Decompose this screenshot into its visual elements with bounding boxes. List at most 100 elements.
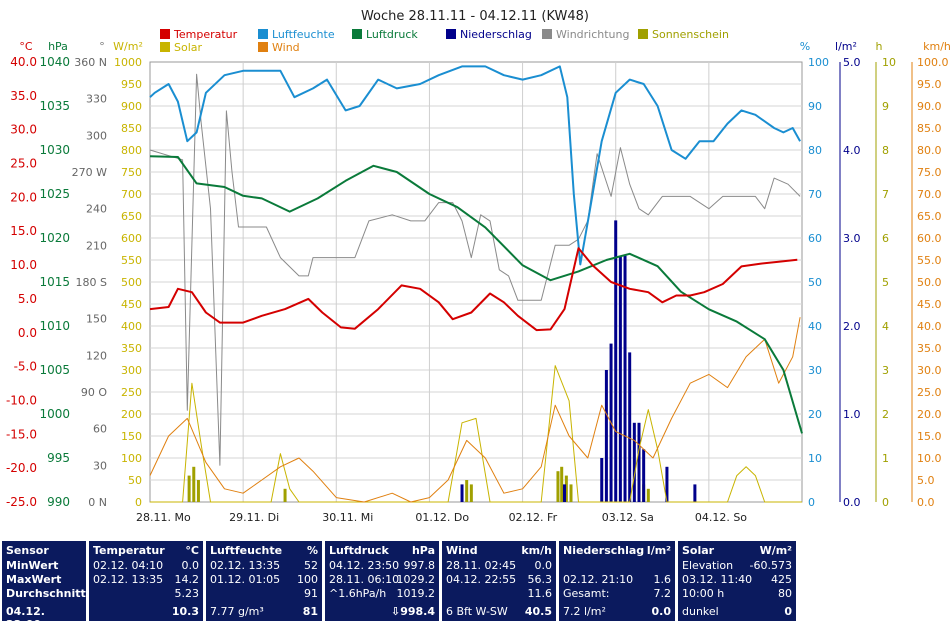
temp-min-value: 0.0 xyxy=(181,559,200,572)
tick-dir: 240 xyxy=(86,203,107,216)
legend-label-3: Niederschlag xyxy=(460,28,532,41)
solar-elevation-value: -60.573 xyxy=(749,559,792,572)
tick-wind: 75.0 xyxy=(917,166,942,179)
tick-wind: 60.0 xyxy=(917,232,942,245)
unit-rain: l/m² xyxy=(835,40,857,53)
stat-niederschlag: Niederschlag l/m² 02.12. 21:10 1.6 Gesamt:… xyxy=(559,541,675,621)
tick-solar: 600 xyxy=(121,232,142,245)
press-avg-value: 1019.2 xyxy=(396,587,436,600)
tick-hum: 70 xyxy=(808,188,822,201)
tick-dir: 90 O xyxy=(81,386,107,399)
rain-unit: l/m² xyxy=(646,544,671,557)
series-line-luftdruck xyxy=(149,155,803,434)
tick-wind: 25.0 xyxy=(917,386,942,399)
tick-sun: 7 xyxy=(882,188,889,201)
tick-dir: 180 S xyxy=(76,276,107,289)
legend-swatch-4 xyxy=(542,29,552,39)
series-line-luftfeuchte xyxy=(149,65,801,266)
tick-solar: 550 xyxy=(121,254,142,267)
tick-sun: 8 xyxy=(882,144,889,157)
precipitation-bar xyxy=(637,422,641,502)
sunshine-bar xyxy=(569,484,573,502)
temp-unit: °C xyxy=(185,544,199,557)
tick-solar: 200 xyxy=(121,408,142,421)
rain-header: Niederschlag xyxy=(563,544,645,557)
solar-max-time: 03.12. 11:40 xyxy=(682,573,753,586)
sensor-avg-label: Durchschnitt xyxy=(6,587,86,600)
press-header: Luftdruck xyxy=(329,544,389,557)
tick-solar: 50 xyxy=(128,474,142,487)
precipitation-bar xyxy=(562,484,566,502)
precipitation-bar xyxy=(693,484,697,502)
tick-wind: 50.0 xyxy=(917,276,942,289)
tick-hum: 40 xyxy=(808,320,822,333)
tick-temp: 10.0 xyxy=(10,258,37,272)
solar-elevation-label: Elevation xyxy=(682,559,734,572)
tick-temp: -5.0 xyxy=(14,360,37,374)
tick-wind: 65.0 xyxy=(917,210,942,223)
tick-press: 1020 xyxy=(39,231,70,245)
hum-avg-value: 91 xyxy=(304,587,318,600)
x-tick-label: 29.11. Di xyxy=(229,511,279,524)
chart-title: Woche 28.11.11 - 04.12.11 (KW48) xyxy=(361,9,589,24)
tick-wind: 15.0 xyxy=(917,430,942,443)
tick-dir: 270 W xyxy=(72,166,107,179)
tick-wind: 90.0 xyxy=(917,100,942,113)
press-trend: ^1.6hPa/h xyxy=(329,587,387,600)
press-max-time: 28.11. 06:10 xyxy=(329,573,400,586)
series-line-temperatur xyxy=(149,247,798,332)
rain-total-footer: 7.2 l/m² xyxy=(563,605,606,618)
tick-rain: 0.0 xyxy=(843,496,861,509)
press-min-time: 04.12. 23:50 xyxy=(329,559,400,572)
tick-solar: 800 xyxy=(121,144,142,157)
stat-sensor: Sensor MinWert MaxWert Durchschnitt 04.1… xyxy=(2,541,86,631)
tick-rain: 1.0 xyxy=(843,408,861,421)
wind-min-time: 28.11. 02:45 xyxy=(446,559,517,572)
sensor-min-label: MinWert xyxy=(6,559,59,572)
tick-wind: 45.0 xyxy=(917,298,942,311)
stat-wind: Wind km/h 28.11. 02:45 0.0 04.12. 22:55 56.… xyxy=(442,541,556,621)
legend-label-6: Solar xyxy=(174,41,203,54)
tick-hum: 90 xyxy=(808,100,822,113)
tick-wind: 80.0 xyxy=(917,144,942,157)
hum-max-time: 01.12. 01:05 xyxy=(210,573,281,586)
rain-total-label: Gesamt: xyxy=(563,587,610,600)
x-tick-label: 04.12. So xyxy=(695,511,747,524)
sunshine-bar xyxy=(187,475,191,502)
tick-solar: 250 xyxy=(121,386,142,399)
legend-label-1: Luftfeuchte xyxy=(272,28,335,41)
tick-dir: 60 xyxy=(93,423,107,436)
tick-solar: 650 xyxy=(121,210,142,223)
tick-press: 1010 xyxy=(39,319,70,333)
hum-min-time: 02.12. 13:35 xyxy=(210,559,281,572)
tick-solar: 900 xyxy=(121,100,142,113)
sunshine-bar xyxy=(465,480,469,502)
tick-wind: 70.0 xyxy=(917,188,942,201)
sunshine-bar xyxy=(646,488,650,502)
legend-label-7: Wind xyxy=(272,41,300,54)
unit-sun: h xyxy=(876,40,883,53)
precipitation-bar xyxy=(460,484,464,502)
x-tick-label: 28.11. Mo xyxy=(136,511,191,524)
tick-wind: 5.0 xyxy=(917,474,935,487)
tick-temp: -25.0 xyxy=(6,495,37,509)
precipitation-bar xyxy=(618,255,622,502)
wind-unit: km/h xyxy=(521,544,552,557)
legend-swatch-0 xyxy=(160,29,170,39)
chart-legend: Temperatur Luftfeuchte Luftdruck Niederschl… xyxy=(160,28,729,54)
tick-press: 1035 xyxy=(39,99,70,113)
stat-luftdruck: Luftdruck hPa 04.12. 23:50 997.8 28.11. 06… xyxy=(325,541,439,621)
wind-max-time: 04.12. 22:55 xyxy=(446,573,517,586)
temp-header: Temperatur xyxy=(93,544,165,557)
press-current: 998.4 xyxy=(400,605,435,618)
tick-wind: 35.0 xyxy=(917,342,942,355)
stat-temperatur: Temperatur °C 02.12. 04:10 0.0 02.12. 13:3… xyxy=(89,541,203,621)
hum-min-value: 52 xyxy=(304,559,318,572)
tick-temp: -15.0 xyxy=(6,427,37,441)
legend-swatch-6 xyxy=(160,42,170,52)
series-lines xyxy=(149,65,803,503)
tick-dir: 30 xyxy=(93,459,107,472)
series-line-wind xyxy=(149,317,801,503)
unit-press: hPa xyxy=(48,40,68,53)
temp-max-time: 02.12. 13:35 xyxy=(93,573,164,586)
